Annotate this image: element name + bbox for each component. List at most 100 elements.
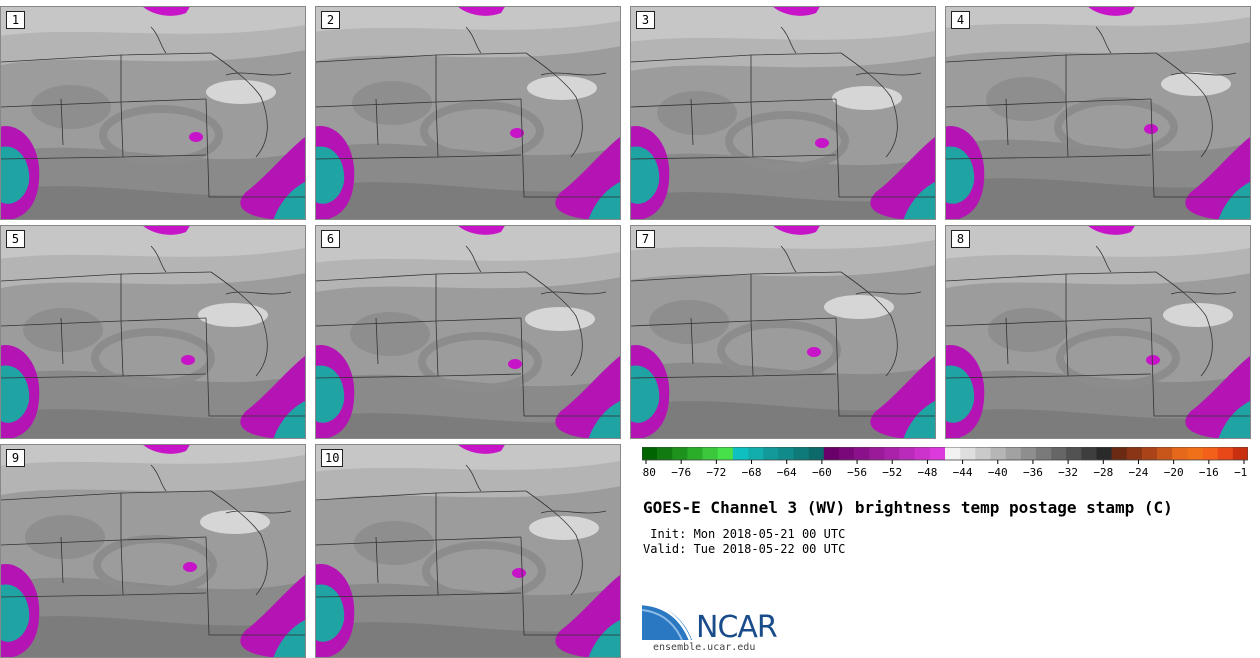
swirl-ring — [99, 105, 223, 165]
colorbar-tick-label: −40 — [988, 466, 1008, 479]
swirl-ring — [418, 332, 542, 392]
colorbar-swatch — [1005, 447, 1022, 460]
border-line — [150, 26, 167, 54]
border-line — [1, 539, 207, 598]
moisture-band — [316, 413, 620, 438]
wv-map-3 — [631, 7, 935, 219]
convective-cell — [512, 568, 526, 578]
border-line — [540, 291, 607, 295]
border-line — [210, 52, 268, 158]
moist-streak — [527, 76, 597, 100]
convective-cell — [1146, 355, 1160, 365]
coldest-core-west — [316, 584, 345, 642]
coldest-core-west — [316, 146, 345, 204]
coldest-core-east — [273, 401, 305, 438]
panel-number-5: 5 — [6, 230, 25, 248]
wv-map-9 — [1, 445, 305, 657]
ensemble-url: ensemble.ucar.edu — [653, 642, 756, 653]
moisture-band — [316, 622, 620, 657]
colorbar-tick-label: −72 — [706, 466, 726, 479]
colorbar-swatch — [1066, 447, 1082, 460]
convective-cell — [508, 359, 522, 369]
moisture-band — [316, 182, 620, 219]
border-line — [540, 72, 607, 76]
map-panel-5: 5 — [0, 225, 306, 439]
convective-cell — [183, 562, 197, 572]
colorbar-swatch — [1096, 447, 1112, 460]
border-line — [690, 98, 694, 146]
border-line — [60, 536, 64, 584]
colorbar-swatch — [884, 447, 900, 460]
colorbar-tick-label: −64 — [777, 466, 797, 479]
map-panel-10: 10 — [315, 444, 621, 658]
border-line — [150, 464, 167, 492]
border-line — [750, 271, 842, 322]
moisture-band — [946, 7, 1250, 28]
border-line — [835, 317, 935, 417]
cold-cloud-top — [458, 226, 505, 235]
border-line — [750, 52, 842, 103]
colorbar-swatch — [869, 447, 885, 460]
border-line — [540, 510, 607, 514]
colorbar-tick-label: −44 — [953, 466, 973, 479]
coldest-core-east — [273, 620, 305, 657]
colorbar: −80 −76 −72 −68 −64 −60 −56 −52 −48 −44 −40 −36 −32 −… — [642, 447, 1248, 479]
cold-cloud-top — [458, 7, 505, 16]
border-line — [1155, 271, 1213, 377]
colorbar-swatch — [914, 447, 931, 460]
figure-title: GOES-E Channel 3 (WV) brightness temp po… — [643, 498, 1173, 517]
convective-cell — [815, 138, 829, 148]
moist-streak — [832, 86, 902, 110]
border-line — [1095, 26, 1112, 54]
border-line — [855, 291, 922, 295]
border-line — [840, 52, 898, 158]
wv-map-1 — [1, 7, 305, 219]
moist-streak — [198, 303, 268, 327]
coldest-core-east — [588, 182, 620, 219]
cold-cloud-top — [1088, 7, 1135, 16]
border-line — [375, 536, 379, 584]
colorbar-swatch — [672, 447, 688, 460]
border-line — [225, 72, 292, 76]
colorbar-outline — [642, 447, 1248, 461]
moisture-band — [631, 226, 935, 251]
coldest-core-east — [588, 620, 620, 657]
border-line — [780, 245, 797, 273]
swirl-ring — [725, 111, 849, 171]
colorbar-swatch — [657, 447, 673, 460]
border-line — [835, 98, 935, 198]
colorbar-swatch — [687, 447, 703, 460]
border-line — [375, 317, 379, 365]
border-line — [525, 52, 583, 158]
colorbar-swatch — [793, 447, 809, 460]
init-time: Init: Mon 2018-05-21 00 UTC — [643, 527, 846, 541]
coldest-core-east — [588, 401, 620, 438]
colorbar-swatch — [1157, 447, 1173, 460]
colorbar-tick-label: −48 — [917, 466, 937, 479]
convective-cell — [1144, 124, 1158, 134]
colorbar-tick-label: −68 — [742, 466, 762, 479]
coldest-core-west — [946, 146, 975, 204]
cold-cloud-top — [458, 445, 505, 454]
colorbar-swatch — [763, 447, 779, 460]
convective-cell — [807, 347, 821, 357]
moist-streak — [206, 80, 276, 104]
border-line — [690, 317, 694, 365]
border-line — [120, 271, 212, 322]
panel-number-4: 4 — [951, 11, 970, 29]
border-line — [120, 52, 212, 103]
coldest-core-west — [631, 146, 660, 204]
colorbar-tick-label: −80 — [642, 466, 656, 479]
border-line — [60, 98, 64, 146]
moisture-band — [316, 226, 620, 263]
border-line — [1005, 317, 1009, 365]
colorbar-swatch — [1081, 447, 1097, 460]
swirl-ring — [1056, 328, 1180, 388]
colorbar-tick-label: −12 — [1234, 466, 1248, 479]
dry-slot — [354, 521, 434, 565]
map-panel-8: 8 — [945, 225, 1251, 439]
border-line — [520, 317, 620, 417]
cold-cloud-top — [773, 226, 820, 235]
colorbar-swatch — [1111, 447, 1128, 460]
colorbar-swatch — [778, 447, 794, 460]
